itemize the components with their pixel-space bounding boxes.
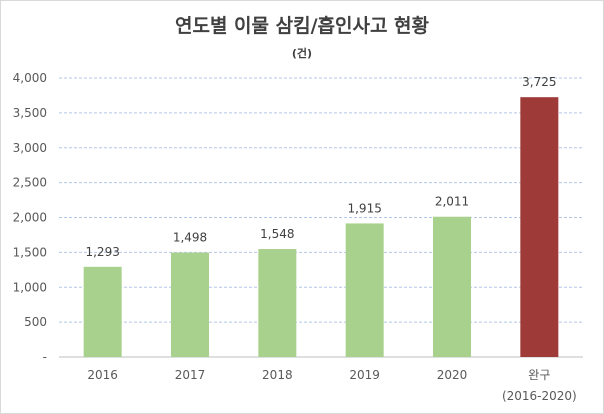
y-tick-label: 1,500 [13,245,47,259]
bar [171,252,209,357]
data-label: 3,725 [522,75,556,89]
data-label: 1,293 [85,245,119,259]
y-tick-label: 3,000 [13,141,47,155]
x-tick-label: 2020 [437,368,468,382]
data-label: 1,498 [173,231,207,245]
y-tick-label: - [43,350,47,364]
bar [433,216,471,357]
x-tick-label: 완구 [528,368,550,382]
x-tick-label: 2018 [262,368,293,382]
chart-unit-label: (건) [291,47,313,60]
data-label: 1,548 [260,227,294,241]
x-tick-label: 2019 [349,368,380,382]
x-tick-label: 2016 [87,368,118,382]
y-tick-label: 3,500 [13,106,47,120]
y-tick-label: 500 [24,315,47,329]
bar [83,266,122,357]
chart-title: 연도별 이물 삼킴/흡인사고 현황 [174,15,430,37]
data-label: 2,011 [435,195,469,209]
x-tick-label: 2017 [175,368,206,382]
data-label: 1,915 [347,201,381,215]
y-tick-label: 2,000 [13,211,47,225]
y-tick-label: 2,500 [13,176,47,190]
bar [258,249,297,357]
bar [345,223,384,357]
y-tick-label: 1,000 [13,280,47,294]
bar [520,97,559,358]
y-tick-label: 4,000 [13,71,47,85]
x-tick-sublabel: (2016-2020) [502,389,577,403]
